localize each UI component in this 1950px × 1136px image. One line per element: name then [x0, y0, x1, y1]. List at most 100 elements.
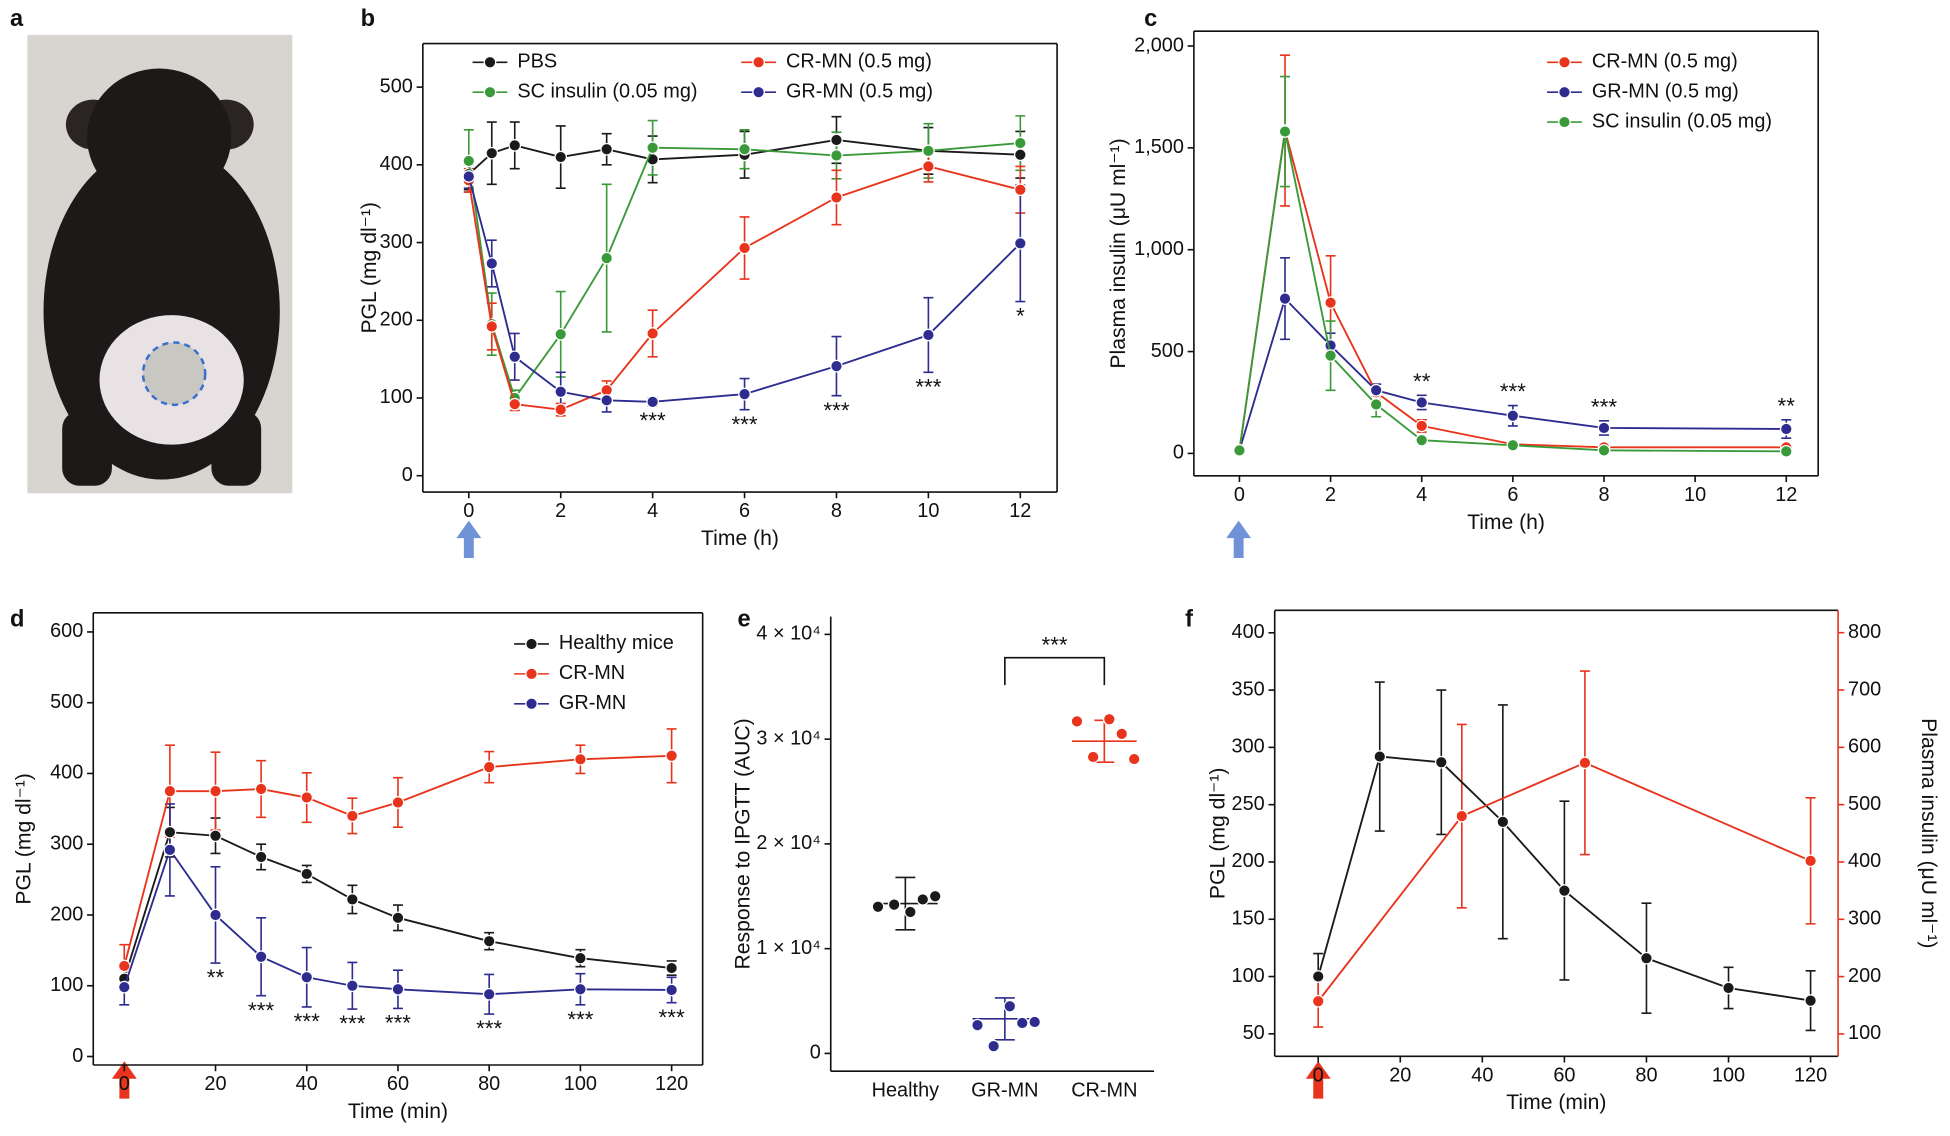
series-line — [123, 831, 672, 979]
x-tick-label: 40 — [1471, 1064, 1493, 1086]
data-point — [1722, 981, 1735, 995]
significance: *** — [1591, 394, 1617, 419]
y-tick-label: 600 — [50, 620, 83, 642]
data-point — [300, 970, 314, 984]
data-point — [391, 911, 405, 925]
y-tick-label: 300 — [380, 231, 413, 253]
data-point — [738, 387, 751, 401]
significance: *** — [823, 398, 849, 423]
y-tick-label: 1 × 10⁴ — [756, 937, 820, 959]
significance: *** — [640, 408, 666, 433]
significance: *** — [476, 1016, 502, 1041]
y-tick-label: 1,500 — [1134, 136, 1184, 158]
y-tick-label: 2,000 — [1134, 34, 1184, 56]
series-line — [1238, 130, 1787, 451]
y-tick-label: 400 — [50, 762, 83, 784]
y2-tick-label: 200 — [1848, 965, 1881, 987]
data-point — [1597, 444, 1611, 457]
y2-tick-label: 100 — [1848, 1022, 1881, 1044]
series-line — [467, 176, 1021, 403]
x-tick-label: 8 — [1598, 484, 1609, 506]
injection-arrow — [1226, 520, 1252, 559]
y-tick-label: 2 × 10⁴ — [756, 832, 820, 854]
data-point — [1311, 970, 1325, 983]
panel-label: a — [10, 6, 24, 32]
x-tick-label: 2 — [1325, 484, 1336, 506]
data-point — [1013, 236, 1027, 250]
x-tick-label: 12 — [1009, 500, 1031, 522]
data-point — [117, 959, 131, 973]
legend-label: CR-MN (0.5 mg) — [1592, 51, 1738, 73]
y-tick-label: 4 × 10⁴ — [756, 623, 820, 645]
data-point — [346, 893, 359, 906]
data-point — [1086, 750, 1100, 764]
y-tick-label: 200 — [1232, 850, 1265, 872]
legend-label: Healthy mice — [559, 632, 674, 654]
legend-marker — [752, 85, 765, 99]
data-point — [1003, 999, 1017, 1013]
data-point — [1028, 1015, 1042, 1029]
series-line — [467, 165, 1021, 411]
data-point — [508, 139, 522, 152]
photo-panel: a — [10, 6, 293, 494]
series-line — [123, 754, 672, 967]
legend-label: PBS — [517, 51, 557, 73]
data-point — [1415, 433, 1429, 447]
bracket — [1004, 656, 1106, 686]
data-point — [163, 843, 177, 857]
data-point — [574, 951, 587, 965]
data-point — [482, 987, 496, 1001]
data-point — [554, 385, 568, 399]
data-point — [254, 950, 268, 964]
series-line — [1238, 131, 1787, 453]
data-point — [462, 154, 476, 168]
significance: ** — [207, 965, 225, 990]
y-tick-label: 50 — [1243, 1022, 1265, 1044]
legend-label: GR-MN — [559, 692, 626, 714]
data-point — [1506, 438, 1520, 452]
data-point — [485, 320, 499, 333]
x-tick-label: 80 — [478, 1073, 500, 1095]
panel-label: e — [737, 607, 750, 633]
data-point — [1373, 750, 1387, 763]
data-point — [1804, 854, 1817, 868]
data-point — [554, 403, 568, 416]
data-point — [646, 395, 659, 409]
data-point — [1640, 951, 1653, 965]
data-point — [922, 160, 935, 173]
data-point — [1278, 292, 1292, 305]
x-tick-label: GR-MN — [971, 1079, 1038, 1101]
legend-marker — [525, 667, 538, 681]
data-point — [574, 982, 587, 996]
data-point — [1015, 1016, 1029, 1030]
leg — [62, 411, 112, 486]
series-line — [1317, 755, 1811, 1002]
significance: ** — [1413, 369, 1431, 394]
y2-tick-label: 500 — [1848, 793, 1881, 815]
y2-tick-label: 400 — [1848, 850, 1881, 872]
data-point — [1278, 125, 1292, 138]
data-point — [117, 980, 131, 994]
data-point — [1324, 349, 1337, 362]
data-point — [574, 752, 587, 766]
legend-label: GR-MN (0.5 mg) — [786, 80, 933, 102]
y2-tick-label: 800 — [1848, 621, 1881, 643]
series-line — [123, 847, 672, 996]
data-point — [1102, 712, 1116, 726]
data-point — [830, 149, 843, 162]
data-point — [209, 908, 222, 922]
series-line — [467, 142, 1021, 401]
data-point — [987, 1039, 1000, 1053]
x-tick-label: 6 — [1507, 484, 1518, 506]
data-point — [600, 251, 614, 265]
x-tick-label: CR-MN — [1071, 1079, 1137, 1101]
y-tick-label: 200 — [380, 309, 413, 331]
y-tick-label: 500 — [50, 691, 83, 713]
data-point — [1415, 396, 1429, 409]
data-point — [391, 982, 405, 996]
data-point — [903, 905, 917, 919]
data-point — [485, 257, 499, 270]
data-point — [508, 350, 522, 364]
y-axis-title: Plasma insulin (μU ml⁻¹) — [1107, 138, 1130, 368]
